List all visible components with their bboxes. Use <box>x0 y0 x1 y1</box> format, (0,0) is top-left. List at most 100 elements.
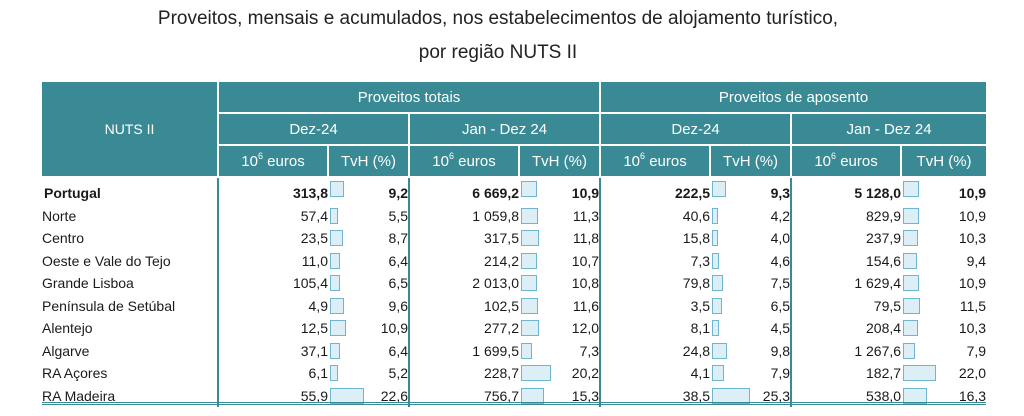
tvh-bar <box>521 252 537 269</box>
revenue-value: 1 699,5 <box>472 342 519 359</box>
revenue-value: 208,4 <box>866 320 902 336</box>
tvh-cell: 5,5 <box>328 204 410 227</box>
region-name: RA Madeira <box>42 384 219 407</box>
tvh-cell: 10,9 <box>901 272 986 295</box>
tvh-value: 6,4 <box>388 252 408 269</box>
revenue-value: 237,9 <box>866 230 902 246</box>
tvh-value: 8,7 <box>388 230 408 246</box>
tvh-bar <box>712 230 719 246</box>
tvh-bar <box>521 297 538 314</box>
revenue-value: 5 128,0 <box>854 185 902 201</box>
revenue-value: 24,8 <box>682 342 711 359</box>
tvh-value: 6,4 <box>388 342 408 359</box>
tvh-bar <box>903 342 916 359</box>
tvh-bar <box>903 207 920 224</box>
table-row: RA Madeira 55,9 22,6 756,7 15,3 38,5 25,3 538,0… <box>42 384 986 408</box>
tvh-value: 25,3 <box>762 387 791 404</box>
tvh-cell: 10,3 <box>901 317 986 340</box>
tvh-value: 11,3 <box>572 207 600 224</box>
table-row: Portugal 313,8 9,2 6 669,2 10,9 222,5 9,3 5 128… <box>42 177 986 205</box>
revenue-value: 37,1 <box>300 342 328 359</box>
tvh-cell: 4,2 <box>710 204 793 227</box>
tvh-value: 10,3 <box>958 320 987 336</box>
revenue-value: 214,2 <box>483 252 519 269</box>
tvh-bar <box>903 275 920 291</box>
revenue-table: NUTS II Proveitos totais Proveitos de ap… <box>42 82 987 407</box>
revenue-value: 12,5 <box>300 320 328 336</box>
tvh-cell: 10,7 <box>519 249 602 272</box>
tvh-cell: 22,0 <box>901 362 986 385</box>
tvh-value: 10,8 <box>571 275 600 291</box>
region-name: RA Açores <box>42 362 219 385</box>
header-unit-euros: 106 euros <box>217 145 328 178</box>
tvh-bar <box>903 297 921 314</box>
revenue-value: 313,8 <box>292 185 328 201</box>
tvh-value: 16,3 <box>958 387 987 404</box>
tvh-value: 11,8 <box>572 230 600 246</box>
tvh-value: 10,7 <box>571 252 600 269</box>
tvh-bar <box>903 181 920 197</box>
revenue-value: 182,7 <box>866 365 902 381</box>
tvh-value: 7,5 <box>770 275 791 291</box>
header-unit-euros: 106 euros <box>790 145 902 178</box>
tvh-bar <box>330 181 344 197</box>
tvh-bar <box>330 275 340 291</box>
revenue-value: 79,5 <box>873 297 902 314</box>
tvh-value: 10,9 <box>958 185 987 201</box>
tvh-bar <box>903 230 919 246</box>
header-period-jandez24-totais: Jan - Dez 24 <box>407 113 601 146</box>
table-row: Centro 23,5 8,7 317,5 11,8 15,8 4,0 237,9 10,3 <box>42 227 986 250</box>
tvh-bar <box>521 181 537 197</box>
table-title-line1: Proveitos, mensais e acumulados, nos est… <box>157 8 839 29</box>
table-row: Grande Lisboa 105,4 6,5 2 013,0 10,8 79,8 7,5 1… <box>42 272 986 295</box>
tvh-value: 10,9 <box>958 207 987 224</box>
table-title-line2: por região NUTS II <box>418 42 578 63</box>
tvh-cell: 9,8 <box>710 339 793 362</box>
tvh-bar <box>712 275 724 291</box>
tvh-cell: 9,4 <box>901 250 986 273</box>
tvh-bar <box>330 320 346 336</box>
tvh-cell: 22,6 <box>328 384 410 407</box>
tvh-cell: 7,9 <box>901 340 986 363</box>
tvh-cell: 16,3 <box>901 385 986 408</box>
revenue-value: 105,4 <box>292 275 328 291</box>
tvh-cell: 7,5 <box>710 272 793 295</box>
tvh-bar <box>521 207 538 224</box>
header-proveitos-aposento: Proveitos de aposento <box>599 82 987 114</box>
tvh-bar <box>712 297 723 314</box>
tvh-value: 6,5 <box>770 297 791 314</box>
tvh-value: 22,0 <box>958 365 987 381</box>
tvh-value: 5,5 <box>388 207 408 224</box>
header-period-dez24-totais: Dez-24 <box>217 113 409 146</box>
tvh-cell: 6,4 <box>328 249 410 272</box>
tvh-value: 7,9 <box>966 342 987 359</box>
tvh-bar <box>712 181 727 197</box>
tvh-cell: 11,3 <box>519 204 602 227</box>
tvh-cell: 15,3 <box>519 384 602 407</box>
table-body: Portugal 313,8 9,2 6 669,2 10,9 222,5 9,3 5 128… <box>42 177 986 407</box>
tvh-value: 4,5 <box>770 320 791 336</box>
header-unit-euros: 106 euros <box>599 145 711 178</box>
revenue-value: 1 059,8 <box>472 207 519 224</box>
tvh-cell: 6,4 <box>328 339 410 362</box>
tvh-bar <box>712 252 720 269</box>
tvh-value: 6,5 <box>388 275 408 291</box>
table-row: Oeste e Vale do Tejo 11,0 6,4 214,2 10,7 7,3 4… <box>42 249 986 273</box>
tvh-bar <box>330 252 340 269</box>
tvh-cell: 8,7 <box>328 227 410 250</box>
region-name: Norte <box>42 204 219 227</box>
tvh-cell: 4,6 <box>710 249 793 272</box>
tvh-bar <box>712 365 725 381</box>
tvh-cell: 10,3 <box>901 227 986 250</box>
tvh-cell: 10,9 <box>519 177 602 205</box>
tvh-cell: 10,9 <box>901 205 986 228</box>
revenue-value: 829,9 <box>866 207 902 224</box>
tvh-value: 10,9 <box>380 320 408 336</box>
table-bottom-rule <box>42 402 986 405</box>
revenue-value: 57,4 <box>300 207 328 224</box>
tvh-cell: 12,0 <box>519 317 602 340</box>
header-tvh: TvH (%) <box>900 145 987 178</box>
region-name: Alentejo <box>42 317 219 340</box>
revenue-value: 8,1 <box>690 320 711 336</box>
tvh-cell: 9,3 <box>710 177 793 205</box>
